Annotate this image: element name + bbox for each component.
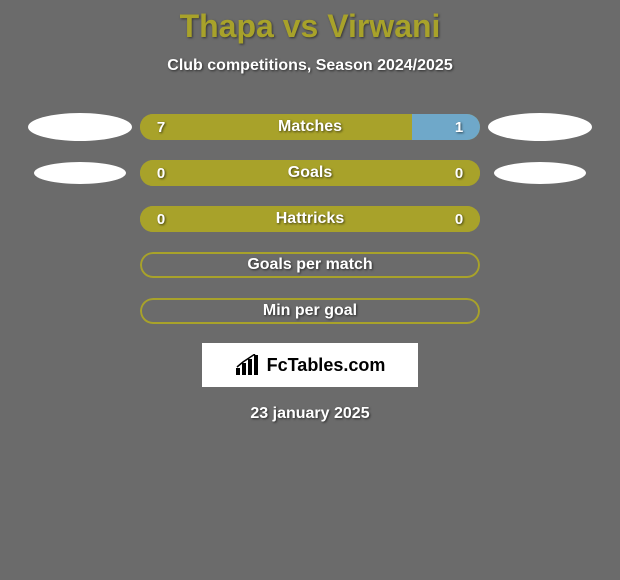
stat-value-left: 0 bbox=[140, 160, 182, 186]
player-ellipse-right bbox=[494, 162, 586, 184]
stat-row: Hattricks0 0 bbox=[0, 205, 620, 233]
stat-value-right: 0 bbox=[438, 206, 480, 232]
player-ellipse-left bbox=[34, 162, 126, 184]
stat-row: Goals per match bbox=[0, 251, 620, 279]
subtitle: Club competitions, Season 2024/2025 bbox=[0, 57, 620, 75]
stat-label: Hattricks bbox=[140, 206, 480, 232]
side-right bbox=[480, 162, 600, 184]
stat-row: Goals0 0 bbox=[0, 159, 620, 187]
player-ellipse-right bbox=[488, 113, 592, 141]
stat-label: Min per goal bbox=[140, 298, 480, 324]
stat-row: Matches7 1 bbox=[0, 113, 620, 141]
logo-box: FcTables.com bbox=[202, 343, 418, 387]
stat-bar: Hattricks0 0 bbox=[140, 206, 480, 232]
side-left bbox=[20, 162, 140, 184]
side-left bbox=[20, 113, 140, 141]
stat-value-left: 7 bbox=[140, 114, 182, 140]
page-title: Thapa vs Virwani bbox=[0, 0, 620, 45]
stat-label: Goals bbox=[140, 160, 480, 186]
side-right bbox=[480, 113, 600, 141]
player-ellipse-left bbox=[28, 113, 132, 141]
stat-row: Min per goal bbox=[0, 297, 620, 325]
bar-chart-icon bbox=[235, 354, 261, 376]
stat-value-left: 0 bbox=[140, 206, 182, 232]
stat-bar: Goals0 0 bbox=[140, 160, 480, 186]
comparison-infographic: Thapa vs Virwani Club competitions, Seas… bbox=[0, 0, 620, 580]
stats-rows: Matches71Goals00Hattricks00Goals per mat… bbox=[0, 113, 620, 325]
stat-bar: Goals per match bbox=[140, 252, 480, 278]
stat-bar: Min per goal bbox=[140, 298, 480, 324]
logo: FcTables.com bbox=[235, 354, 386, 376]
logo-text: FcTables.com bbox=[267, 355, 386, 376]
date-text: 23 january 2025 bbox=[0, 405, 620, 423]
stat-value-right: 1 bbox=[438, 114, 480, 140]
stat-value-right: 0 bbox=[438, 160, 480, 186]
stat-bar: Matches7 1 bbox=[140, 114, 480, 140]
stat-label: Matches bbox=[140, 114, 480, 140]
stat-label: Goals per match bbox=[140, 252, 480, 278]
